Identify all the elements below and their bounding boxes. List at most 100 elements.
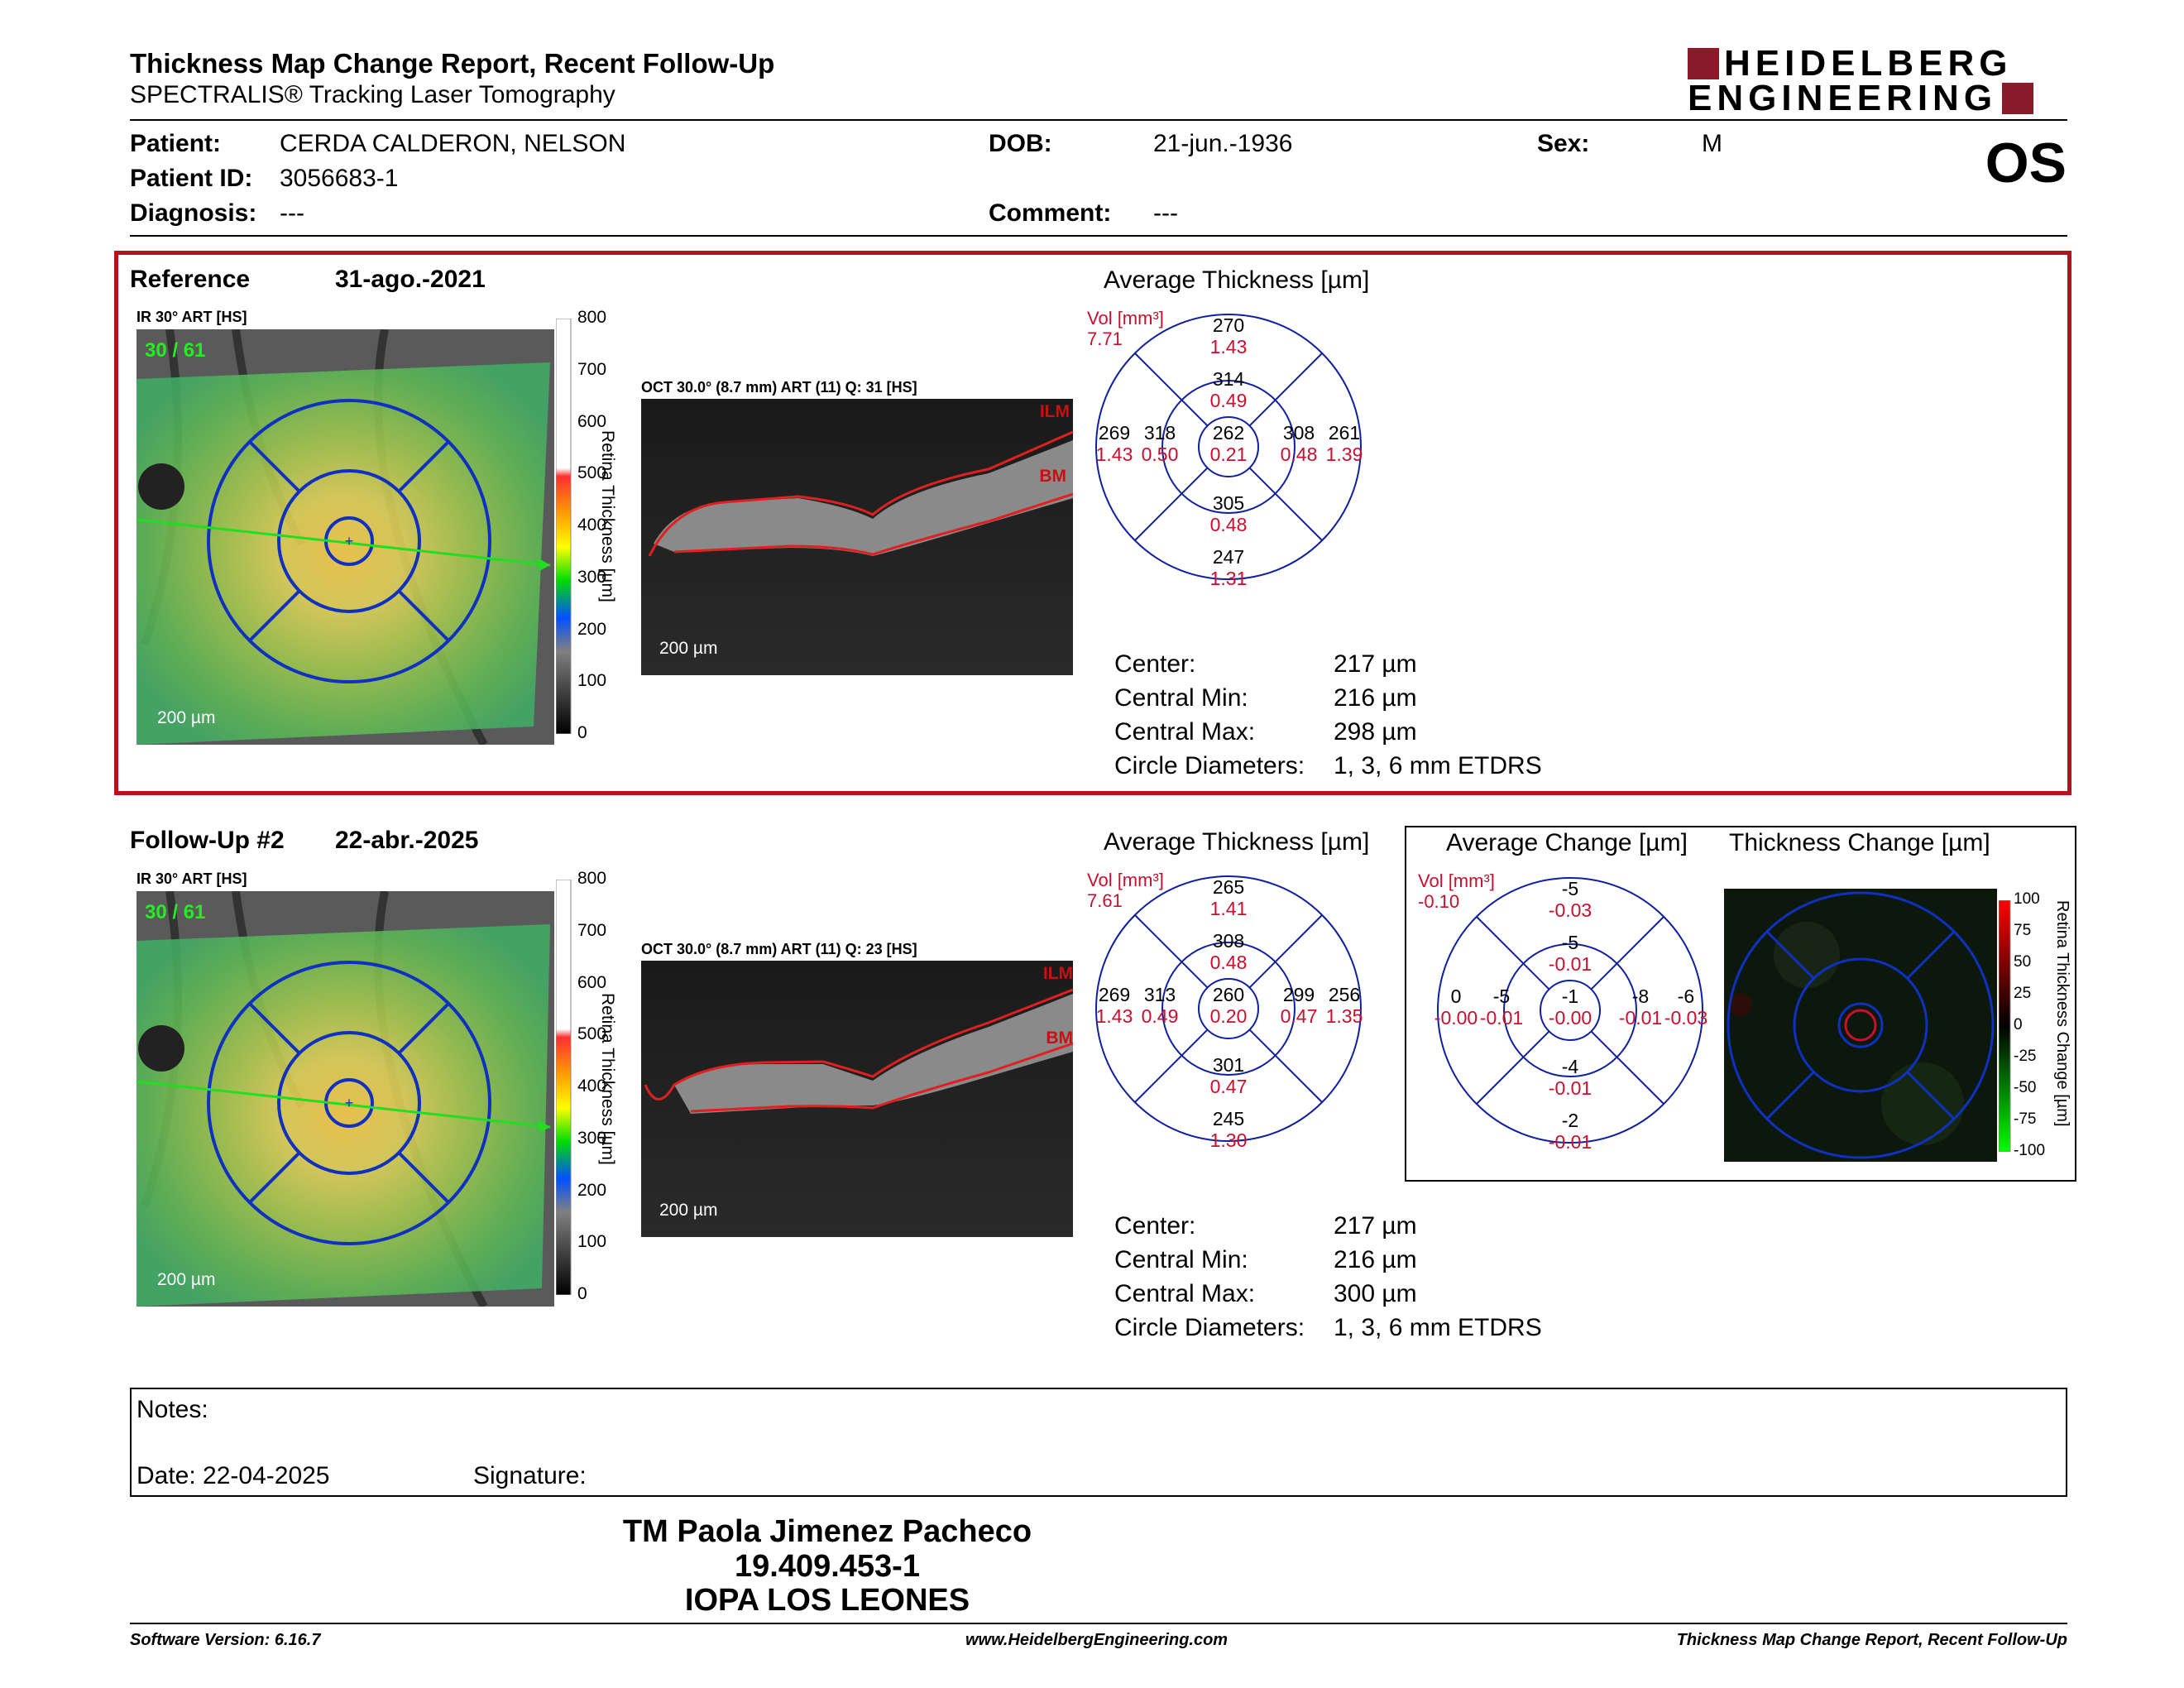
sector-volume: -0.00: [1548, 1007, 1592, 1029]
followup-oct-scan: ILM BM 200 µm: [641, 961, 1073, 1237]
center-label: Center:: [1114, 650, 1196, 678]
colorbar-tick: -50: [2014, 1079, 2037, 1096]
etdrs-sector-outer-left: 0 -0.00: [1427, 985, 1485, 1029]
vol-total: 7.71: [1087, 328, 1123, 349]
sector-thickness: -5: [1561, 878, 1579, 899]
etdrs-circles: [1437, 877, 1703, 1144]
colorbar-tick: 400: [577, 1077, 607, 1096]
sector-volume: -0.01: [1548, 953, 1592, 975]
ir-label-followup: IR 30° ART [HS]: [136, 870, 247, 887]
sector-thickness: 270: [1212, 314, 1245, 336]
colorbar-tick: 700: [577, 920, 607, 940]
colorbar-tick: 800: [577, 308, 607, 327]
sector-volume: 1.43: [1095, 444, 1133, 465]
footer-rule: [130, 1623, 2067, 1624]
sector-volume: 0.48: [1280, 444, 1318, 465]
sector-thickness: 308: [1282, 422, 1315, 444]
sector-volume: 0.48: [1209, 952, 1248, 973]
colorbar-tick: 100: [2014, 890, 2040, 908]
reference-panel: [114, 251, 2071, 795]
colorbar-tick: 75: [2014, 922, 2032, 939]
etdrs-sector-inner-left: 313 0.49: [1131, 984, 1189, 1027]
sector-volume: 1.43: [1095, 1005, 1133, 1027]
sector-thickness: 261: [1328, 422, 1361, 444]
etdrs-sector-inner-top: -5 -0.01: [1541, 932, 1599, 975]
central-min-value: 216 µm: [1334, 684, 1417, 712]
notes-box: Notes: Date: 22-04-2025 Signature:: [130, 1388, 2067, 1497]
svg-text:+: +: [345, 533, 354, 549]
sector-thickness: 265: [1212, 876, 1245, 898]
followup-label: Follow-Up #2: [130, 827, 285, 854]
colorbar-tick: -100: [2014, 1142, 2046, 1159]
sector-thickness: 256: [1328, 984, 1361, 1005]
change-colorbar-title: Retina Thickness Change [µm]: [2053, 900, 2071, 1127]
art-count-followup: 30 / 61: [145, 901, 206, 923]
oct-scale-label-followup: 200 µm: [659, 1201, 718, 1220]
sector-volume: 1.35: [1325, 1005, 1363, 1027]
etdrs-sector-outer-top: 265 1.41: [1200, 876, 1257, 919]
sector-thickness: -5: [1561, 932, 1579, 953]
colorbar-tick: 25: [2014, 985, 2032, 1002]
svg-text:+: +: [345, 1095, 354, 1111]
logo-square: [1688, 48, 1719, 79]
art-count: 30 / 61: [145, 339, 206, 362]
etdrs-sector-inner-bottom: 301 0.47: [1200, 1054, 1257, 1097]
etdrs-sector-outer-bottom: 247 1.31: [1200, 546, 1257, 589]
brand-logo-line2: ENGINEERING: [1688, 80, 2034, 117]
circle-diam-value: 1, 3, 6 mm ETDRS: [1334, 752, 1542, 779]
sector-volume: 0.47: [1209, 1076, 1248, 1097]
signer-name: TM Paola Jimenez Pacheco: [622, 1514, 1032, 1549]
sector-thickness: -1: [1561, 985, 1579, 1007]
sector-volume: 1.30: [1209, 1129, 1248, 1151]
report-subtitle: SPECTRALIS® Tracking Laser Tomography: [130, 81, 615, 108]
circle-diam-label: Circle Diameters:: [1114, 752, 1305, 779]
etdrs-sector-outer-bottom: 245 1.30: [1200, 1108, 1257, 1151]
etdrs-sector-outer-bottom: -2 -0.01: [1541, 1110, 1599, 1153]
sector-volume: 1.41: [1209, 898, 1248, 919]
sector-volume: -0.03: [1664, 1007, 1708, 1029]
sector-volume: 0.48: [1209, 514, 1248, 535]
software-version: Software Version: 6.16.7: [130, 1631, 321, 1649]
colorbar-tick: 0: [2014, 1016, 2023, 1033]
sector-thickness: -6: [1677, 985, 1695, 1007]
etdrs-sector-outer-top: 270 1.43: [1200, 314, 1257, 357]
etdrs-sector-inner-right: -8 -0.01: [1612, 985, 1669, 1029]
etdrs-circles: [1095, 314, 1362, 580]
central-max-label-followup: Central Max:: [1114, 1280, 1256, 1307]
sector-thickness: 313: [1143, 984, 1176, 1005]
change-colorbar-ticks: 100 75 50 25 0 -25 -50 -75 -100: [2014, 890, 2052, 1159]
bm-label: BM: [1039, 467, 1066, 486]
sector-thickness: -4: [1561, 1056, 1579, 1077]
oct-label-followup: OCT 30.0° (8.7 mm) ART (11) Q: 23 [HS]: [641, 941, 917, 957]
circle-diam-value-followup: 1, 3, 6 mm ETDRS: [1334, 1314, 1542, 1341]
sector-thickness: 308: [1212, 930, 1245, 952]
etdrs-sector-outer-left: 269 1.43: [1085, 422, 1143, 465]
etdrs-sector-inner-bottom: -4 -0.01: [1541, 1056, 1599, 1099]
etdrs-sector-center: -1 -0.00: [1541, 985, 1599, 1029]
sex-value: M: [1702, 130, 1722, 157]
followup-date: 22-abr.-2025: [335, 827, 479, 854]
website-link[interactable]: www.HeidelbergEngineering.com: [965, 1631, 1228, 1649]
vol-label: Vol [mm³] 7.71: [1087, 308, 1164, 349]
oct-scale-label: 200 µm: [659, 639, 718, 658]
patient-id: 3056683-1: [280, 165, 399, 192]
colorbar-tick: 0: [577, 1284, 587, 1303]
reference-label: Reference: [130, 266, 251, 293]
followup-etdrs-grid: 265 1.41 308 0.48 269 1.43 313 0.49 260 0.20 299 0.…: [1092, 872, 1365, 1151]
dob-label: DOB:: [989, 130, 1052, 157]
etdrs-sector-inner-left: 318 0.50: [1131, 422, 1189, 465]
colorbar-tick: 500: [577, 463, 607, 483]
colorbar-tick: 200: [577, 619, 607, 639]
colorbar-ticks-followup: 800 700 600 500 400 300 200 100 0: [577, 869, 611, 1307]
patient-id-label: Patient ID:: [130, 165, 253, 192]
central-min-value-followup: 216 µm: [1334, 1246, 1417, 1273]
colorbar-ticks: 800 700 600 500 400 300 200 100 0: [577, 308, 611, 746]
sector-volume: 1.31: [1209, 568, 1248, 589]
change-vol-unit: Vol [mm³]: [1418, 870, 1495, 891]
reference-etdrs-grid: 270 1.43 314 0.49 269 1.43 318 0.50 262 0.21 308 0.…: [1092, 310, 1365, 589]
sector-thickness: -8: [1631, 985, 1650, 1007]
sector-volume: 0.20: [1209, 1005, 1248, 1027]
ilm-label: ILM: [1039, 402, 1070, 421]
sector-thickness: 301: [1212, 1054, 1245, 1076]
change-vol-total: -0.10: [1418, 891, 1460, 912]
